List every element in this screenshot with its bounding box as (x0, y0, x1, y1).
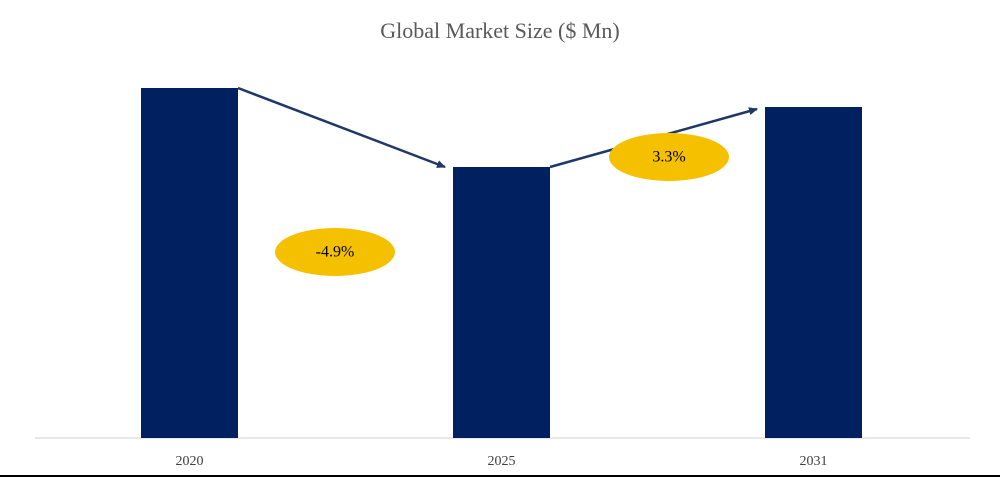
bar (765, 107, 862, 438)
bar (453, 167, 550, 438)
chart-title: Global Market Size ($ Mn) (380, 18, 620, 43)
x-tick-label: 2031 (800, 454, 828, 469)
cagr-label: 3.3% (652, 149, 685, 166)
trend-arrow (237, 86, 446, 169)
x-tick-label: 2025 (488, 454, 516, 469)
bar (141, 88, 238, 438)
cagr-badge (609, 133, 729, 181)
cagr-label: -4.9% (316, 244, 355, 261)
x-tick-label: 2020 (176, 454, 204, 469)
cagr-badge (275, 228, 395, 276)
